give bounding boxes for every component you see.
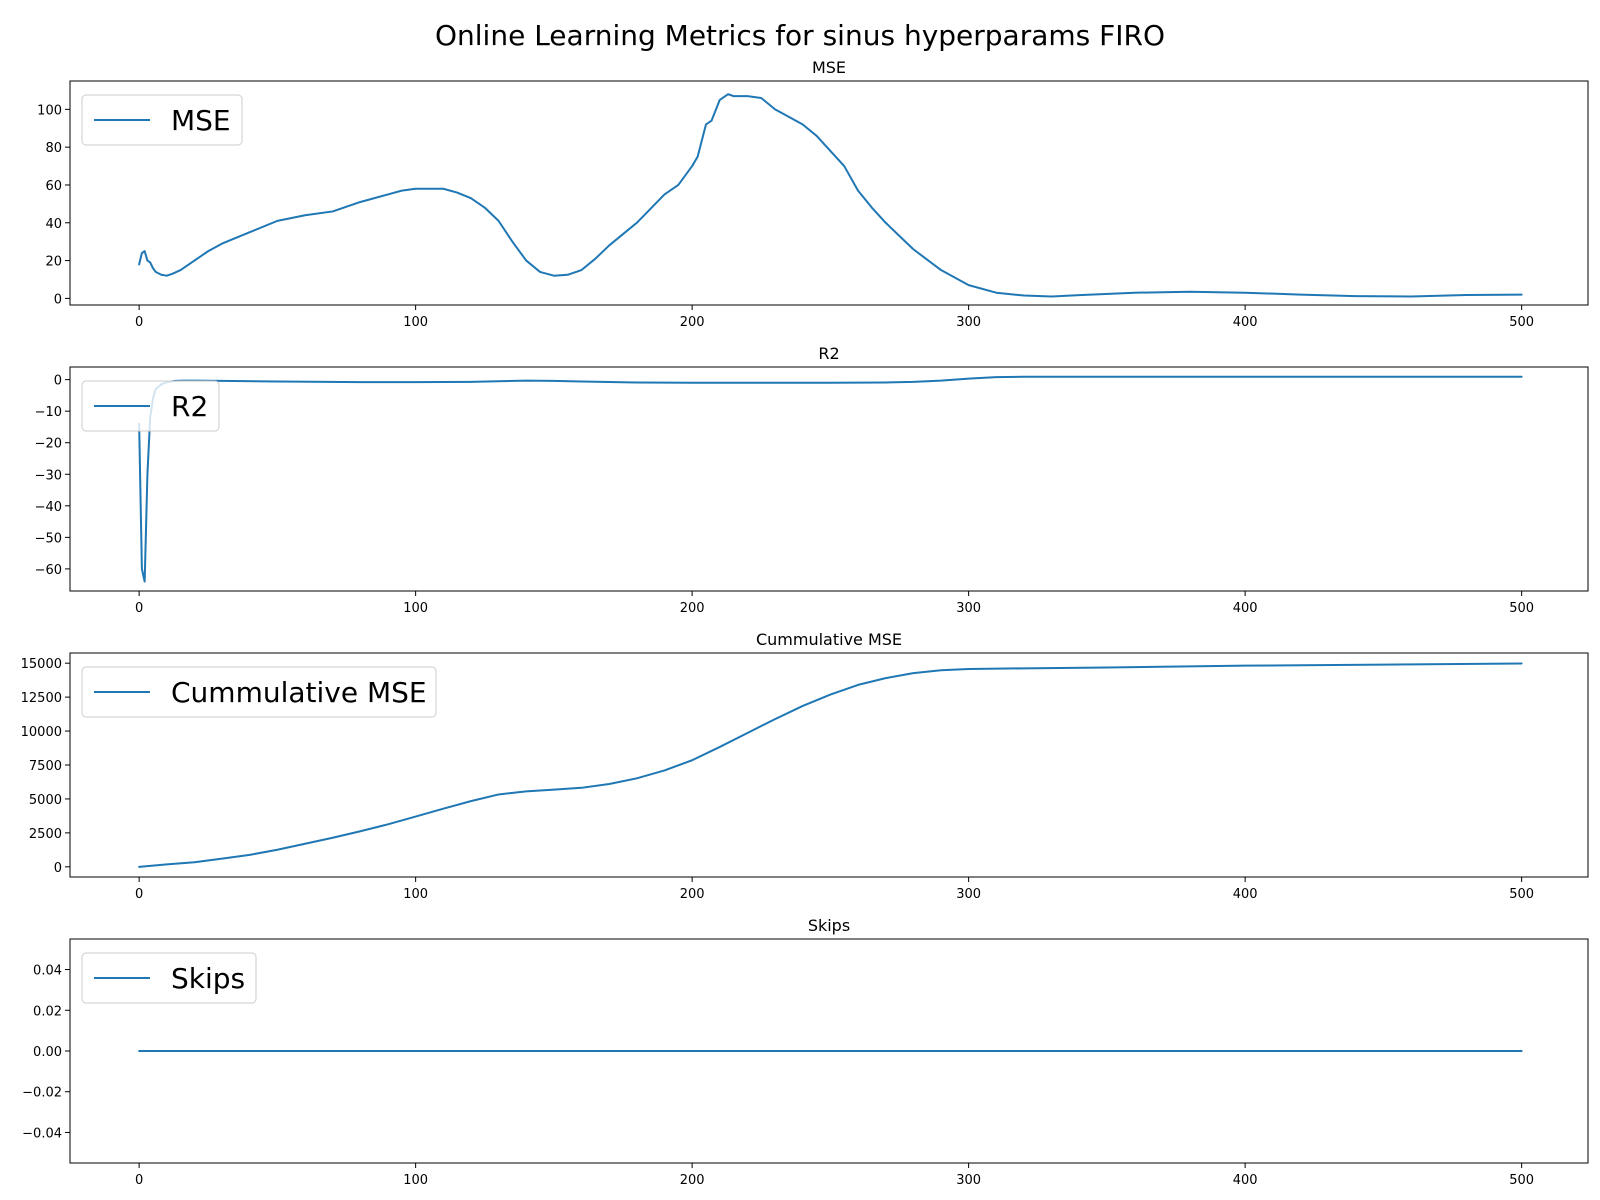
x-tick-label: 200 bbox=[680, 887, 705, 902]
subplot-4: Skips 0 100 200 300 400 500 0.04 0.02 0.00 −0.02 −0… bbox=[22, 916, 1589, 1188]
legend-label: Cummulative MSE bbox=[171, 676, 427, 709]
subplot-2: R2 0 100 200 300 400 500 0 −10 −20 −30 −40 −50 −60 R2 bbox=[35, 344, 1589, 616]
x-tick-label: 100 bbox=[403, 601, 428, 616]
y-tick-label: 0.00 bbox=[33, 1045, 62, 1060]
legend-label: R2 bbox=[171, 390, 208, 423]
y-tick-label: −30 bbox=[35, 468, 62, 483]
subplot-1: MSE 0 100 200 300 400 500 0 20 40 60 80 100 MSE bbox=[37, 58, 1589, 330]
y-tick-label: 0 bbox=[54, 374, 62, 389]
legend: Skips bbox=[81, 952, 257, 1004]
subplot-title: Skips bbox=[808, 916, 850, 935]
x-tick-label: 400 bbox=[1233, 887, 1258, 902]
subplot-title: MSE bbox=[812, 58, 846, 77]
figure-title: Online Learning Metrics for sinus hyperp… bbox=[435, 19, 1165, 52]
x-tick-label: 300 bbox=[956, 887, 981, 902]
axes-frame bbox=[69, 80, 1589, 306]
y-tick-label: −10 bbox=[35, 405, 62, 420]
y-tick-label: 0.02 bbox=[33, 1004, 62, 1019]
x-tick-label: 100 bbox=[403, 315, 428, 330]
x-tick-label: 100 bbox=[403, 1173, 428, 1188]
y-tick-label: 5000 bbox=[29, 793, 62, 808]
x-tick-label: 200 bbox=[680, 315, 705, 330]
y-tick-label: 20 bbox=[45, 255, 62, 270]
y-tick-label: 80 bbox=[45, 141, 62, 156]
y-tick-label: −20 bbox=[35, 437, 62, 452]
legend-box bbox=[81, 380, 220, 432]
subplot-title: Cummulative MSE bbox=[756, 630, 902, 649]
y-tick-label: 100 bbox=[37, 103, 62, 118]
y-tick-label: −40 bbox=[35, 500, 62, 515]
x-tick-label: 400 bbox=[1233, 601, 1258, 616]
x-tick-label: 500 bbox=[1509, 601, 1534, 616]
x-tick-label: 0 bbox=[135, 1173, 143, 1188]
subplot-title: R2 bbox=[818, 344, 839, 363]
x-tick-label: 400 bbox=[1233, 1173, 1258, 1188]
y-tick-label: 40 bbox=[45, 217, 62, 232]
y-tick-label: 12500 bbox=[21, 691, 62, 706]
y-tick-label: 60 bbox=[45, 179, 62, 194]
y-tick-label: 15000 bbox=[21, 657, 62, 672]
y-tick-label: −60 bbox=[35, 563, 62, 578]
y-tick-label: 0.04 bbox=[33, 964, 62, 979]
legend-label: MSE bbox=[171, 104, 231, 137]
legend-box bbox=[81, 94, 243, 146]
y-tick-label: −50 bbox=[35, 531, 62, 546]
y-tick-label: 0 bbox=[54, 861, 62, 876]
series-line-r2 bbox=[138, 375, 1523, 583]
x-tick-label: 500 bbox=[1509, 315, 1534, 330]
legend-label: Skips bbox=[171, 962, 245, 995]
legend-box bbox=[81, 666, 437, 718]
series-line-cummulative-mse bbox=[138, 662, 1523, 868]
y-tick-label: −0.04 bbox=[22, 1126, 62, 1141]
x-tick-label: 200 bbox=[680, 601, 705, 616]
y-tick-label: 10000 bbox=[21, 725, 62, 740]
legend-box bbox=[81, 952, 257, 1004]
series-line-mse bbox=[138, 93, 1523, 298]
y-tick-label: 7500 bbox=[29, 759, 62, 774]
x-tick-label: 500 bbox=[1509, 887, 1534, 902]
x-tick-label: 0 bbox=[135, 601, 143, 616]
x-tick-label: 300 bbox=[956, 315, 981, 330]
x-tick-label: 0 bbox=[135, 887, 143, 902]
x-tick-label: 300 bbox=[956, 601, 981, 616]
x-tick-label: 100 bbox=[403, 887, 428, 902]
y-tick-label: 0 bbox=[54, 292, 62, 307]
x-tick-label: 200 bbox=[680, 1173, 705, 1188]
legend: Cummulative MSE bbox=[81, 666, 437, 718]
y-tick-label: −0.02 bbox=[22, 1086, 62, 1101]
x-tick-label: 0 bbox=[135, 315, 143, 330]
y-tick-label: 2500 bbox=[29, 827, 62, 842]
x-tick-label: 500 bbox=[1509, 1173, 1534, 1188]
legend: MSE bbox=[81, 94, 243, 146]
axes-frame bbox=[69, 366, 1589, 592]
x-tick-label: 300 bbox=[956, 1173, 981, 1188]
x-tick-label: 400 bbox=[1233, 315, 1258, 330]
legend: R2 bbox=[81, 380, 220, 432]
